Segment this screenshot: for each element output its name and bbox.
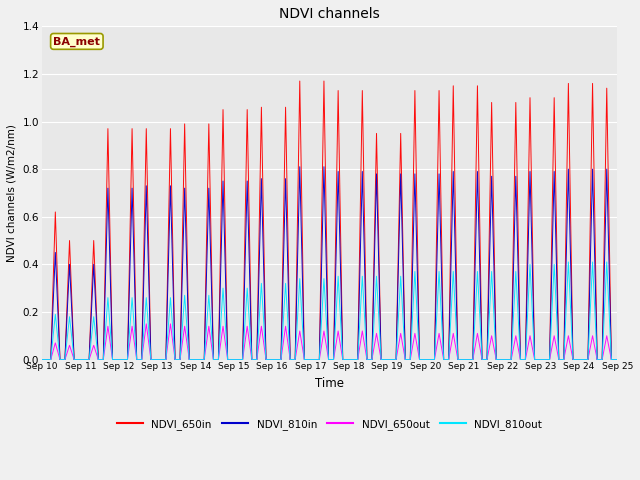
Y-axis label: NDVI channels (W/m2/nm): NDVI channels (W/m2/nm) xyxy=(7,124,17,262)
X-axis label: Time: Time xyxy=(315,377,344,390)
Title: NDVI channels: NDVI channels xyxy=(279,7,380,21)
Legend: NDVI_650in, NDVI_810in, NDVI_650out, NDVI_810out: NDVI_650in, NDVI_810in, NDVI_650out, NDV… xyxy=(113,415,547,434)
Text: BA_met: BA_met xyxy=(53,36,100,47)
